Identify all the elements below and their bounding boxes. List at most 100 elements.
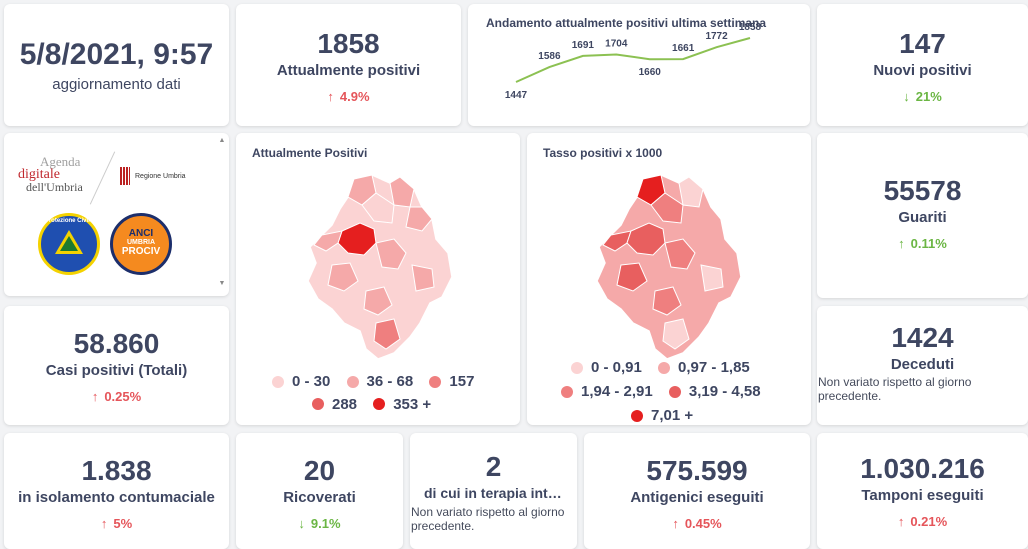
map-region-terni — [373, 318, 401, 350]
legend-label: 3,19 - 4,58 — [688, 383, 761, 400]
trend-data-label: 1586 — [538, 51, 561, 62]
trend-data-label: 1661 — [672, 43, 695, 54]
map-tasso-title: Tasso positivi x 1000 — [543, 146, 663, 160]
arrow-down-icon: ↓ — [298, 516, 305, 531]
protezione-civile-logo: Protezione Civile — [38, 213, 100, 275]
update-card: 5/8/2021, 9:57 aggiornamento dati — [4, 4, 229, 126]
map-region-zone — [313, 230, 343, 252]
legend-dot — [668, 386, 681, 398]
tamponi-change-value: 0.21% — [910, 514, 948, 529]
trend-data-label: 1704 — [605, 38, 628, 49]
ricoverati-card: 20 Ricoverati ↓ 9.1% — [236, 433, 403, 549]
legend-dot — [631, 410, 643, 422]
legend-item: 7,01 + — [631, 405, 693, 425]
agenda-line3: dell'Umbria — [26, 180, 83, 194]
arrow-up-icon: ↑ — [91, 389, 99, 404]
anci-prociv-logo: ANCI UMBRIA PROCIV — [110, 213, 172, 275]
umbria-map-tasso[interactable] — [591, 173, 751, 363]
legend-label: 0 - 0,91 — [591, 359, 642, 376]
isolamento-card: 1.838 in isolamento contumaciale ↑ 5% — [4, 433, 229, 549]
antigenici-card: 575.599 Antigenici eseguiti ↑ 0.45% — [584, 433, 810, 549]
arrow-up-icon: ↑ — [327, 89, 334, 104]
terapia-value: 2 — [485, 451, 502, 482]
map-region-zone — [678, 176, 704, 208]
guariti-change: ↑ 0.11% — [817, 236, 1028, 251]
trend-title: Andamento attualmente positivi ultima se… — [486, 16, 767, 30]
map-region-zone — [616, 262, 648, 292]
legend-item: 3,19 - 4,58 — [668, 381, 761, 403]
isolamento-label: in isolamento contumaciale — [18, 489, 215, 506]
agenda-digitale-logo: Agenda digitale dell'Umbria — [18, 155, 108, 194]
map-attuali-title: Attualmente Positivi — [252, 146, 368, 160]
map-region-zone — [389, 176, 415, 208]
casi-change: ↑ 0.25% — [4, 389, 229, 404]
casi-change-value: 0.25% — [104, 389, 142, 404]
legend-label: 1,94 - 2,91 — [581, 383, 653, 400]
agenda-line1: Agenda — [40, 154, 81, 169]
deceduti-note: Non variato rispetto al giorno precedent… — [818, 375, 972, 403]
isolamento-change: ↑ 5% — [4, 516, 229, 531]
casi-value: 58.860 — [73, 328, 160, 359]
trend-data-label: 1447 — [505, 90, 528, 101]
trend-data-label: 1858 — [739, 22, 762, 33]
antigenici-label: Antigenici eseguiti — [630, 489, 764, 506]
legend-item: 1,94 - 2,91 — [561, 381, 653, 403]
antigenici-change: ↑ 0.45% — [584, 516, 810, 531]
antigenici-change-value: 0.45% — [684, 516, 722, 531]
arrow-up-icon: ↑ — [898, 236, 905, 251]
tamponi-card: 1.030.216 Tamponi eseguiti ↑ 0.21% — [817, 433, 1028, 549]
terapia-label: di cui in terapia intensiva — [424, 485, 577, 501]
legend-item: 36 - 68 — [346, 371, 413, 392]
nuovi-label: Nuovi positivi — [873, 62, 972, 79]
map-region-zone — [626, 222, 666, 256]
casi-label: Casi positivi (Totali) — [45, 362, 188, 379]
protezione-civile-emblem-icon — [55, 230, 83, 254]
legend-label: 353 + — [393, 395, 432, 413]
trend-line — [515, 37, 751, 83]
map-tasso-card: Tasso positivi x 1000 0 - 0,91 0,97 - 1,… — [527, 133, 811, 425]
logos-scrollbar[interactable]: ▲ ▼ — [217, 137, 227, 291]
regione-umbria-text: Regione Umbria — [135, 172, 186, 180]
legend-label: 7,01 + — [651, 407, 694, 424]
legend-dot — [429, 375, 442, 388]
trend-data-label: 1691 — [572, 40, 595, 51]
trend-card: Andamento attualmente positivi ultima se… — [468, 4, 810, 126]
guariti-card: 55578 Guariti ↑ 0.11% — [817, 133, 1028, 298]
legend-dot — [658, 362, 671, 374]
map-region-zone — [327, 262, 359, 292]
ricoverati-change: ↓ 9.1% — [236, 516, 403, 531]
logos-card: Agenda digitale dell'Umbria Regione Umbr… — [4, 133, 229, 296]
nuovi-change: ↓ 21% — [817, 89, 1028, 104]
nuovi-change-value: 21% — [915, 89, 942, 104]
guariti-value: 55578 — [883, 175, 962, 206]
legend-dot — [346, 375, 359, 388]
attuali-change: ↑ 4.9% — [236, 89, 461, 104]
map-region-outline — [596, 174, 742, 360]
legend-dot — [272, 375, 284, 388]
map-region-zone — [664, 238, 696, 270]
legend-item: 353 + — [373, 394, 431, 415]
guariti-label: Guariti — [898, 209, 947, 226]
map-region-zone — [363, 286, 393, 316]
scroll-down-icon[interactable]: ▼ — [218, 280, 226, 287]
arrow-up-icon: ↑ — [100, 516, 108, 531]
map-tasso-legend: 0 - 0,91 0,97 - 1,85 1,94 - 2,91 3,19 - … — [561, 357, 807, 425]
legend-item: 0 - 0,91 — [571, 357, 642, 379]
arrow-up-icon: ↑ — [672, 516, 679, 531]
trend-chart: 1447 1586 1691 1704 1660 1661 1772 1858 — [505, 22, 762, 101]
map-region-zone — [700, 264, 724, 292]
legend-dot — [561, 386, 573, 398]
umbria-map-attuali[interactable] — [302, 173, 462, 363]
ricoverati-value: 20 — [303, 455, 336, 486]
map-region-zone — [405, 206, 433, 232]
ricoverati-change-value: 9.1% — [310, 516, 341, 531]
update-datetime: 5/8/2021, 9:57 — [19, 38, 214, 71]
legend-item: 157 — [429, 371, 474, 392]
regione-umbria-emblem-icon — [120, 167, 130, 185]
map-region-zone — [650, 192, 684, 224]
isolamento-change-value: 5% — [113, 516, 133, 531]
legend-label: 288 — [332, 395, 358, 413]
scroll-up-icon[interactable]: ▲ — [218, 137, 226, 144]
ricoverati-label: Ricoverati — [283, 489, 356, 506]
attuali-card: 1858 Attualmente positivi ↑ 4.9% — [236, 4, 461, 126]
